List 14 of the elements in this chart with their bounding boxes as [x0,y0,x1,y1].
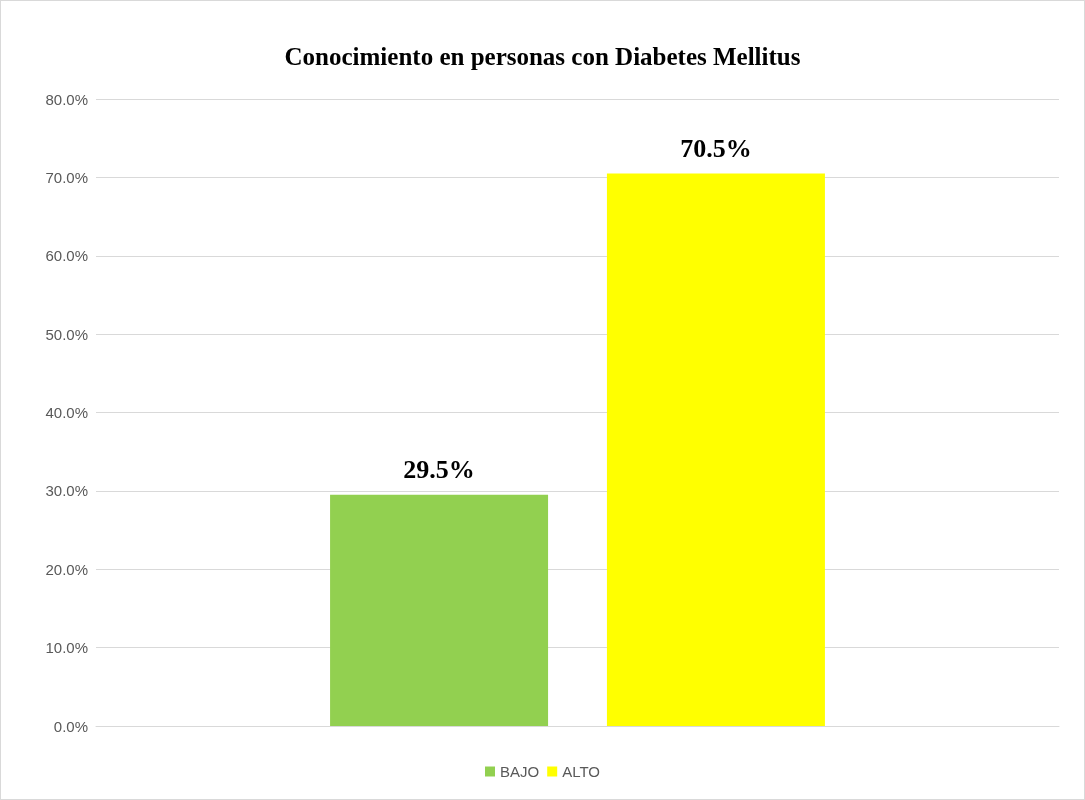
legend-label: ALTO [562,763,600,780]
y-tick-label: 70.0% [45,168,88,186]
data-label: 70.5% [680,133,752,163]
y-tick-label: 0.0% [53,717,88,735]
chart-title: Conocimiento en personas con Diabetes Mellitus [284,43,801,70]
y-tick-label: 50.0% [45,325,88,343]
legend-label: BAJO [500,763,540,780]
y-tick-label: 60.0% [45,247,88,265]
y-tick-label: 80.0% [45,90,88,108]
y-tick-label: 40.0% [45,404,88,421]
y-tick-label: 20.0% [45,560,88,578]
y-tick-label: 10.0% [45,639,88,657]
data-label: 29.5% [403,455,475,485]
y-tick-label: 30.0% [45,482,88,500]
